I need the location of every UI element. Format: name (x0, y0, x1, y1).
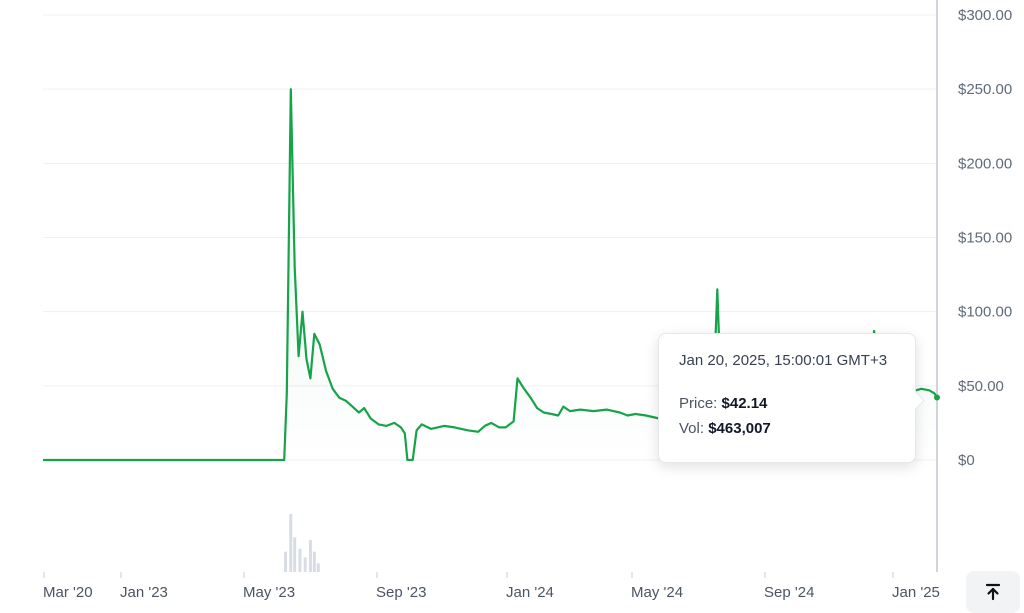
tooltip-vol-label: Vol: (679, 420, 705, 437)
volume-bar (293, 537, 297, 572)
arrow-up-to-line-icon (985, 583, 1001, 601)
y-axis-ticks: $300.00 $250.00 $200.00 $150.00 $100.00 $50.0… (958, 7, 1012, 469)
volume-bar (308, 540, 312, 572)
tooltip-price-value: $42.14 (721, 395, 768, 412)
volume-bar (284, 551, 288, 572)
y-tick-label: $200.00 (958, 155, 1012, 172)
tooltip-date: Jan 20, 2025, 15:00:01 GMT+3 (679, 352, 888, 369)
x-tick-label: May '24 (631, 584, 683, 601)
volume-bar (303, 557, 307, 572)
x-tick-label: Sep '24 (764, 584, 814, 601)
x-tick-label: May '23 (243, 584, 295, 601)
y-tick-label: $250.00 (958, 81, 1012, 98)
y-tick-label: $0 (958, 452, 975, 469)
volume-bar (312, 551, 316, 572)
x-tick-label: Mar '20 (43, 584, 93, 601)
x-tick-label: Jan '23 (120, 584, 168, 601)
volume-bar (316, 563, 320, 572)
x-tick-label: Jan '24 (506, 584, 554, 601)
x-tick-label: Sep '23 (376, 584, 426, 601)
tooltip-price-label: Price: (679, 395, 718, 412)
y-tick-label: $100.00 (958, 304, 1012, 321)
tooltip-vol-row: Vol: $463,007 (679, 420, 895, 437)
volume-bars (284, 514, 320, 572)
volume-bar (289, 514, 293, 572)
y-tick-label: $150.00 (958, 230, 1012, 247)
tooltip-price-row: Price: $42.14 (679, 395, 895, 412)
y-tick-label: $50.00 (958, 378, 1004, 395)
x-axis-ticks: Mar '20 Jan '23 May '23 Sep '23 Jan '24 May '… (43, 572, 940, 601)
x-tick-label: Jan '25 (892, 584, 940, 601)
scroll-to-top-button[interactable] (966, 571, 1020, 613)
price-tooltip: Jan 20, 2025, 15:00:01 GMT+3 Price: $42.… (658, 333, 925, 463)
hover-point (934, 394, 940, 401)
y-tick-label: $300.00 (958, 7, 1012, 24)
tooltip-vol-value: $463,007 (708, 420, 771, 437)
volume-bar (298, 548, 302, 572)
